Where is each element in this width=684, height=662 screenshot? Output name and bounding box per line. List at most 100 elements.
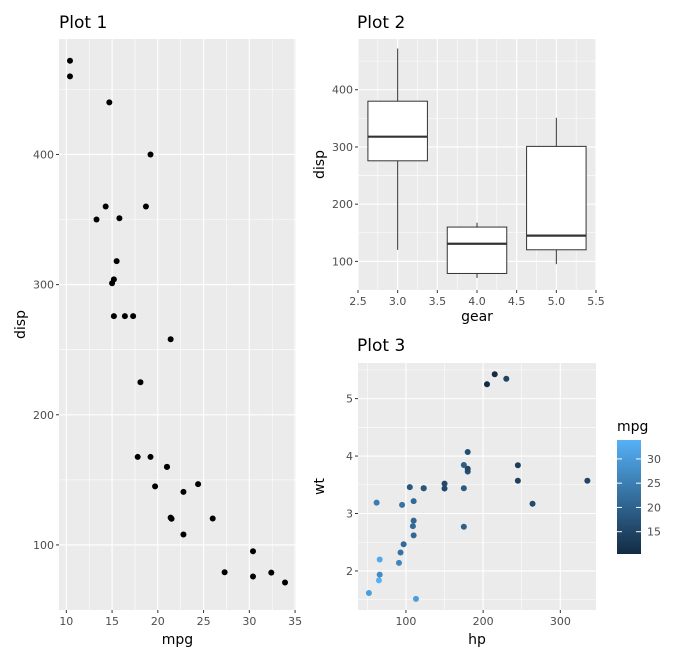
plot-1-grid	[59, 39, 296, 610]
scatter-point	[116, 215, 123, 222]
scatter-point	[102, 203, 109, 210]
scatter-point	[66, 73, 73, 80]
x-tick-label: 300	[550, 615, 571, 628]
y-tick-label: 5	[346, 393, 353, 406]
y-tick-label: 100	[332, 255, 353, 268]
x-tick-label: 20	[151, 615, 165, 628]
scatter-point	[249, 573, 256, 580]
scatter-point	[147, 151, 154, 158]
scatter-point	[395, 559, 402, 566]
x-tick-label: 100	[395, 615, 416, 628]
scatter-point	[376, 571, 383, 578]
box-iqr	[367, 100, 428, 162]
scatter-point	[66, 57, 73, 64]
scatter-point	[376, 556, 383, 563]
x-tick-label: 25	[197, 615, 211, 628]
scatter-point	[514, 477, 521, 484]
scatter-point	[106, 99, 113, 106]
plot-1-y-ticks: 100 200 300 400	[33, 148, 59, 552]
x-tick-label: 5.5	[587, 295, 605, 308]
scatter-point	[113, 258, 120, 265]
box-gear-4	[446, 222, 508, 278]
y-tick-label: 200	[332, 198, 353, 211]
x-tick-label: 2.5	[349, 295, 367, 308]
plot-2-ylabel: disp	[312, 150, 328, 179]
scatter-point	[400, 541, 407, 548]
scatter-point	[147, 453, 154, 460]
plot-1-x-ticks: 10 15 20 25 30 35	[59, 610, 302, 628]
y-tick-label: 400	[332, 84, 353, 97]
scatter-point	[180, 531, 187, 538]
x-tick-label: 15	[105, 615, 119, 628]
scatter-point	[93, 216, 100, 223]
scatter-point	[410, 517, 417, 524]
scatter-point	[503, 375, 510, 382]
scatter-point	[460, 485, 467, 492]
color-legend-bar	[617, 440, 641, 554]
scatter-point	[441, 480, 448, 487]
scatter-point	[412, 595, 419, 602]
x-tick-label: 10	[59, 615, 73, 628]
scatter-point	[464, 465, 471, 472]
scatter-point	[134, 453, 141, 460]
color-legend: mpg 15 20 25 30	[617, 419, 661, 554]
scatter-point	[464, 449, 471, 456]
plot-3-grid	[358, 363, 596, 610]
scatter-point	[121, 313, 128, 320]
scatter-point	[441, 485, 448, 492]
scatter-point	[397, 549, 404, 556]
plot-3: Plot 3 100 200 300 2 3 4 5 hp wt	[312, 336, 596, 648]
plot-2-marks	[367, 48, 587, 278]
scatter-point	[514, 462, 521, 469]
x-tick-label: 3.0	[389, 295, 407, 308]
y-tick-label: 3	[346, 507, 353, 520]
y-tick-label: 100	[33, 539, 54, 552]
plot-3-y-ticks: 2 3 4 5	[346, 393, 358, 578]
plot-3-ylabel: wt	[312, 478, 328, 495]
color-legend-ticks: 15 20 25 30	[617, 453, 661, 539]
scatter-point	[420, 485, 427, 492]
scatter-point	[375, 577, 382, 584]
scatter-point	[282, 579, 289, 586]
plot-3-xlabel: hp	[468, 632, 486, 648]
plot-1-xlabel: mpg	[162, 632, 193, 648]
scatter-point	[249, 548, 256, 555]
scatter-point	[195, 481, 202, 488]
scatter-point	[163, 463, 170, 470]
plot-1-panel	[59, 39, 296, 610]
legend-tick-label: 25	[647, 477, 661, 490]
color-legend-title: mpg	[617, 419, 648, 435]
scatter-point	[529, 500, 536, 507]
scatter-point	[268, 569, 275, 576]
y-tick-label: 300	[332, 141, 353, 154]
legend-tick-label: 15	[647, 526, 661, 539]
scatter-point	[409, 523, 416, 530]
scatter-point	[130, 313, 137, 320]
scatter-point	[460, 523, 467, 530]
plot-1: Plot 1 10 15 20 25 30 35 100 200 300 400 mpg dis…	[13, 13, 302, 648]
plot-3-title: Plot 3	[357, 336, 405, 356]
x-tick-label: 35	[288, 615, 302, 628]
scatter-point	[406, 484, 413, 491]
scatter-point	[110, 313, 117, 320]
scatter-point	[483, 381, 490, 388]
box-iqr	[526, 145, 587, 251]
scatter-point	[167, 514, 174, 521]
scatter-point	[209, 515, 216, 522]
y-tick-label: 4	[346, 450, 353, 463]
scatter-point	[109, 280, 116, 287]
box-gear-5	[526, 117, 587, 265]
x-tick-label: 30	[242, 615, 256, 628]
box-iqr	[446, 226, 508, 274]
scatter-point	[410, 498, 417, 505]
plot-3-panel	[358, 363, 596, 610]
legend-tick-label: 30	[647, 453, 661, 466]
x-tick-label: 4.0	[468, 295, 486, 308]
scatter-point	[460, 461, 467, 468]
scatter-point	[365, 590, 372, 597]
scatter-point	[410, 532, 417, 539]
scatter-point	[399, 501, 406, 508]
plot-2: Plot 2 2.5 3.0 3.5 4.0 4.5 5.0 5.5 100 200 300 40…	[312, 13, 605, 325]
x-tick-label: 3.5	[429, 295, 447, 308]
